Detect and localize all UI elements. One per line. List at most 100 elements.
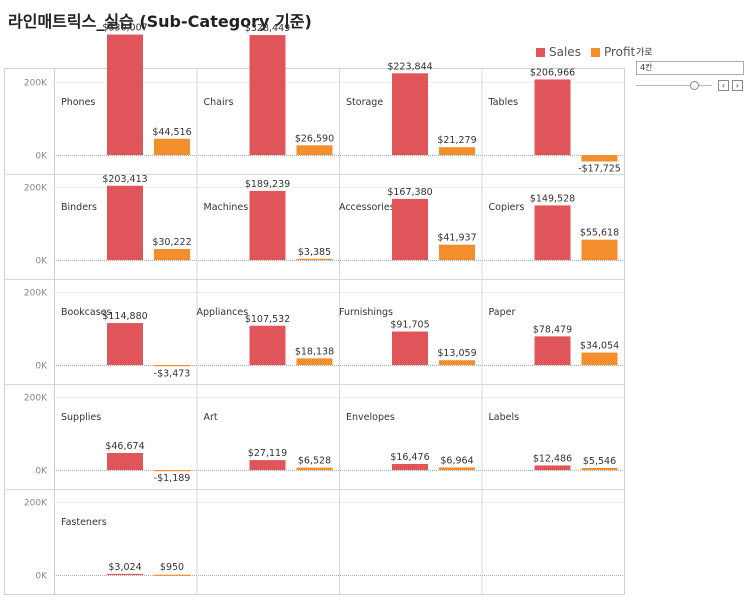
legend-profit-label: Profit [603,45,636,59]
profit-data-label: -$17,725 [578,163,621,174]
sales-data-label: $328,449 [245,23,290,34]
panel-label: Bookcases [61,307,111,318]
sales-data-label: $46,674 [105,441,144,452]
sales-data-label: $16,476 [390,452,429,463]
panel-label: Labels [489,412,520,423]
profit-bar [581,467,618,470]
sales-bar [107,185,143,260]
profit-data-label: $44,516 [152,127,191,138]
legend-sales-swatch [536,47,545,57]
sales-bar [392,331,428,365]
legend-profit-swatch [590,47,600,57]
panel-label: Furnishings [339,307,393,318]
sales-bar [392,198,428,260]
profit-data-label: $34,054 [580,341,619,352]
sales-bar [107,573,143,575]
panel-label: Tables [488,97,519,108]
profit-bar [296,145,333,155]
profit-bar [154,138,190,155]
y-tick-label: 200K [24,394,48,404]
profit-bar [296,467,333,470]
y-tick-label: 0K [35,257,48,267]
sales-bar [392,73,428,155]
sales-bar [249,325,286,365]
sales-data-label: $203,413 [102,174,147,185]
profit-data-label: $950 [160,562,184,573]
sales-data-label: $107,532 [245,314,290,325]
profit-bar [439,360,475,365]
y-tick-label: 200K [24,499,48,509]
profit-data-label: $5,546 [583,456,616,467]
panel-label: Copiers [489,202,525,213]
profit-bar [296,358,333,365]
profit-data-label: $55,618 [580,228,619,239]
profit-data-label: -$1,189 [154,473,191,484]
panel-label: Chairs [204,97,234,108]
profit-bar [581,352,618,365]
y-tick-label: 0K [35,467,48,477]
sales-data-label: $149,528 [530,193,575,204]
sales-data-label: $3,024 [108,562,141,573]
y-tick-label: 0K [35,572,48,582]
panel-label: Machines [204,202,249,213]
panel-label: Art [204,412,218,423]
columns-input[interactable]: 4칸 [636,61,744,75]
profit-bar [439,147,475,155]
sales-bar [392,463,428,470]
sales-data-label: $189,239 [245,179,290,190]
sales-bar [534,336,571,365]
y-tick-label: 200K [24,79,48,89]
profit-data-label: $18,138 [295,346,334,357]
panel-label: Accessories [339,202,395,213]
profit-bar [581,239,618,260]
panel-label: Fasteners [61,517,107,528]
profit-data-label: $13,059 [437,348,476,359]
y-tick-label: 200K [24,184,48,194]
chevron-right-icon[interactable]: › [732,80,743,91]
columns-control: 가로 4칸 ‹ › [636,45,744,91]
profit-bar [154,248,190,260]
sales-bar [249,35,286,155]
chart-frame [4,68,625,595]
sales-data-label: $223,844 [387,61,432,72]
y-tick-label: 0K [35,152,48,162]
slider-track[interactable] [636,85,712,86]
profit-bar [154,470,190,472]
profit-data-label: $26,590 [295,133,334,144]
legend-sales-label: Sales [549,45,581,59]
panel-label: Envelopes [346,412,395,423]
profit-data-label: $3,385 [298,247,331,258]
profit-data-label: $21,279 [437,135,476,146]
profit-bar [439,244,475,260]
sales-bar [534,465,571,470]
page-title: 라인매트릭스_실습 (Sub-Category 기준) [8,12,312,31]
panel-label: Phones [61,97,95,108]
columns-control-label: 가로 [636,48,653,58]
panel-label: Storage [346,97,383,108]
sales-data-label: $330,007 [102,23,147,34]
slider-thumb[interactable] [690,81,699,90]
profit-bar [154,365,190,367]
sales-data-label: $167,380 [387,187,432,198]
y-tick-label: 200K [24,289,48,299]
profit-bar [296,258,333,260]
sales-data-label: $78,479 [533,324,572,335]
legend: Sales Profit [536,45,635,59]
panel-label: Supplies [61,412,101,423]
profit-data-label: $6,528 [298,456,331,467]
sales-data-label: $27,119 [248,448,287,459]
sales-bar [107,452,143,470]
sales-bar [534,79,571,155]
sales-data-label: $206,966 [530,67,575,78]
profit-data-label: $30,222 [152,237,191,248]
sales-data-label: $91,705 [390,320,429,331]
y-tick-label: 0K [35,362,48,372]
panel-label: Appliances [197,307,249,318]
sales-bar [107,34,143,156]
chevron-left-icon[interactable]: ‹ [718,80,729,91]
panel-label: Binders [61,202,97,213]
profit-data-label: $6,964 [440,455,473,466]
sales-bar [249,460,286,470]
columns-slider[interactable]: ‹ › [636,80,744,91]
